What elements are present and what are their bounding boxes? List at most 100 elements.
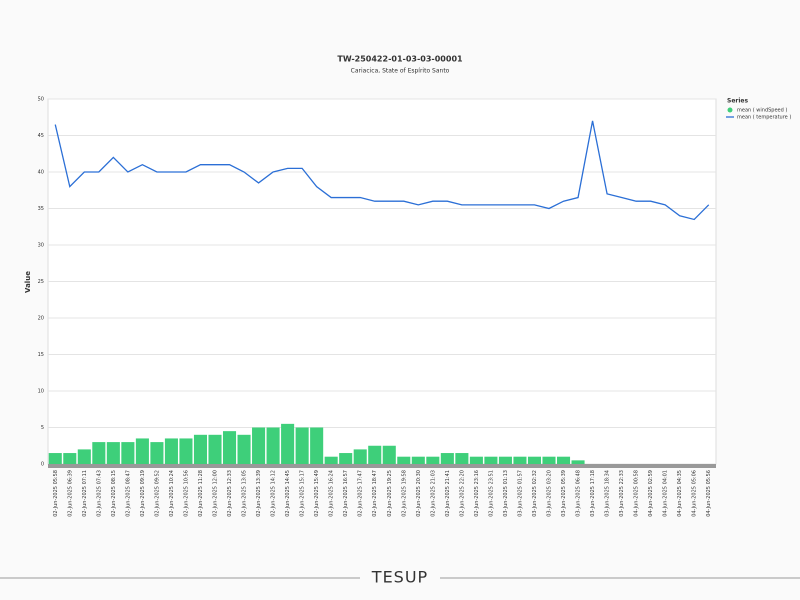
x-tick-label: 02-Jun-2025 23:16 [474, 470, 480, 517]
bar [281, 423, 295, 464]
chart-title: TW-250422-01-03-03-00001 [337, 55, 463, 64]
bar [106, 442, 120, 464]
x-tick-label: 03-Jun-2025 05:39 [561, 470, 567, 517]
x-tick-label: 02-Jun-2025 11:28 [198, 470, 204, 517]
legend-title: Series [727, 98, 748, 105]
x-tick-label: 02-Jun-2025 19:58 [401, 470, 407, 517]
x-tick-label: 02-Jun-2025 14:12 [271, 470, 277, 517]
bar [222, 431, 237, 464]
x-tick-label: 03-Jun-2025 22:33 [619, 470, 625, 517]
bar [295, 427, 309, 464]
x-tick-label: 02-Jun-2025 08:15 [111, 470, 117, 517]
bar [455, 453, 469, 464]
x-tick-label: 04-Jun-2025 02:59 [648, 470, 654, 517]
x-tick-label: 02-Jun-2025 10:24 [169, 470, 175, 517]
legend-label: mean ( temperature ) [737, 115, 791, 121]
y-tick-label: 20 [38, 316, 44, 322]
x-tick-label: 02-Jun-2025 16:57 [343, 470, 349, 517]
y-axis-label: Value [24, 271, 32, 293]
x-tick-label: 02-Jun-2025 21:41 [445, 470, 451, 517]
x-tick-label: 03-Jun-2025 02:32 [532, 470, 538, 517]
bar [77, 449, 91, 464]
bar [63, 453, 77, 464]
chart-subtitle: Cariacica, State of Espírito Santo [351, 68, 450, 75]
bar [368, 445, 382, 464]
bar [150, 442, 164, 464]
x-tick-label: 02-Jun-2025 09:52 [154, 470, 160, 517]
x-tick-label: 02-Jun-2025 21:03 [430, 470, 436, 517]
bar [498, 456, 512, 464]
bar [121, 442, 135, 464]
x-tick-label: 02-Jun-2025 07:43 [96, 470, 102, 517]
x-tick-label: 02-Jun-2025 10:56 [183, 470, 189, 517]
bar [48, 453, 62, 464]
x-tick-label: 02-Jun-2025 19:25 [387, 470, 393, 517]
x-tick-label: 04-Jun-2025 04:35 [677, 470, 683, 517]
x-tick-label: 03-Jun-2025 01:57 [517, 470, 523, 517]
x-tick-label: 02-Jun-2025 09:19 [140, 470, 146, 517]
bar [382, 445, 396, 464]
bar [426, 456, 440, 464]
bar [513, 456, 527, 464]
x-tick-label: 04-Jun-2025 05:56 [706, 470, 712, 517]
y-tick-label: 25 [38, 279, 44, 285]
y-tick-label: 5 [41, 425, 44, 431]
x-tick-label: 02-Jun-2025 18:47 [372, 470, 378, 517]
x-tick-label: 02-Jun-2025 16:24 [329, 470, 335, 517]
x-tick-label: 02-Jun-2025 22:20 [459, 470, 465, 517]
bar [193, 434, 208, 464]
bar [237, 434, 251, 464]
bar [353, 449, 367, 464]
x-tick-label: 02-Jun-2025 23:51 [488, 470, 494, 517]
y-tick-label: 10 [38, 389, 44, 395]
x-tick-label: 03-Jun-2025 18:34 [605, 470, 611, 517]
x-tick-label: 02-Jun-2025 15:49 [314, 470, 320, 517]
x-tick-label: 02-Jun-2025 13:05 [242, 470, 248, 517]
bar [324, 456, 338, 464]
x-tick-label: 02-Jun-2025 14:45 [285, 470, 291, 517]
bar [164, 438, 178, 464]
bar [411, 456, 425, 464]
x-tick-label: 04-Jun-2025 05:06 [692, 470, 698, 517]
x-tick-label: 04-Jun-2025 00:58 [634, 470, 640, 517]
x-tick-label: 02-Jun-2025 20:30 [416, 470, 422, 517]
y-tick-label: 45 [38, 133, 44, 139]
bar [440, 453, 454, 464]
legend-swatch [727, 107, 733, 113]
bar [542, 456, 556, 464]
x-tick-label: 03-Jun-2025 01:13 [503, 470, 509, 517]
bar [339, 453, 353, 464]
x-tick-label: 04-Jun-2025 04:01 [663, 470, 669, 517]
x-tick-label: 02-Jun-2025 12:33 [227, 470, 233, 517]
bar [571, 460, 585, 464]
bar [484, 456, 498, 464]
y-tick-label: 15 [38, 352, 44, 358]
y-tick-label: 35 [38, 206, 44, 212]
bar [556, 456, 571, 464]
x-tick-label: 02-Jun-2025 12:00 [213, 470, 219, 517]
y-tick-label: 50 [38, 97, 44, 103]
x-tick-label: 02-Jun-2025 08:47 [125, 470, 131, 517]
y-tick-label: 40 [38, 170, 44, 176]
bar [266, 427, 280, 464]
bar [92, 442, 106, 464]
x-tick-label: 02-Jun-2025 06:39 [67, 470, 73, 517]
bar [469, 456, 483, 464]
x-tick-label: 03-Jun-2025 17:18 [590, 470, 596, 517]
y-tick-label: 0 [41, 462, 44, 468]
x-axis-band [48, 464, 716, 468]
bar [252, 427, 266, 464]
brand-logo: TESUP [371, 568, 428, 587]
x-tick-label: 02-Jun-2025 15:17 [300, 470, 306, 517]
bar [397, 456, 411, 464]
bar [310, 427, 324, 464]
x-tick-label: 02-Jun-2025 05:58 [53, 470, 59, 517]
legend-label: mean ( windSpeed ) [737, 108, 787, 114]
x-tick-label: 03-Jun-2025 03:20 [547, 470, 553, 517]
bar [208, 434, 222, 464]
x-tick-label: 03-Jun-2025 06:48 [576, 470, 582, 517]
x-tick-label: 02-Jun-2025 07:11 [82, 470, 88, 517]
bar [527, 456, 542, 464]
bar [179, 438, 193, 464]
